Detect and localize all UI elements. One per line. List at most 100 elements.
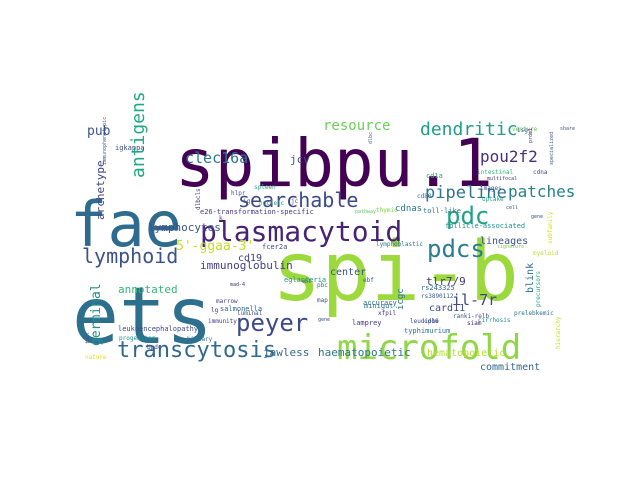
cloud-word: lymphocytes [148,221,221,234]
cloud-word: dlbcls [195,188,202,210]
word-cloud-words: spibpu.1 spi-b ets fae microfold plasmacytoid… [70,91,575,373]
cloud-word: tlr7/9 [426,275,466,288]
cloud-word: fcer2a [262,243,287,251]
cloud-word: pou2f2 [480,147,538,166]
cloud-word: pdc [446,202,489,230]
cloud-word: pbc [317,282,328,289]
cloud-word: searchable [238,188,358,212]
cloud-word: prelebkemic [514,310,554,317]
cloud-word: dendritic [420,119,518,140]
cloud-word: archetype [94,160,107,220]
cloud-word: lymphoblastic [376,241,423,248]
cloud-word: venture [512,126,538,133]
cloud-word: spibpu.1 [175,125,493,202]
cloud-word: il-7r [452,291,497,309]
cloud-word: leudiphe [410,318,439,325]
cloud-word: annotated [118,283,178,296]
cloud-word: biliary [187,336,213,343]
cloud-word: plasmacytoid [200,215,402,248]
cloud-word: e26-transformation-specific [200,208,314,216]
cloud-word: xfpil [378,310,396,317]
cloud-word: salmonella [220,305,262,313]
cloud-word: ets [72,272,213,362]
cloud-word: rs243325 [421,284,455,292]
cloud-word: cd80 [417,193,432,200]
cloud-word: clec16a [185,149,248,167]
cloud-word: minigut [364,302,394,310]
cloud-word: lymphoid [82,244,178,268]
cloud-word: cirrhosis [478,317,511,324]
cloud-word: blink [525,263,536,293]
cloud-word: leukoencephalopathy [118,325,198,333]
cloud-word: specialized [549,132,555,165]
cloud-word: immunity [208,318,237,325]
cloud-word: peyer [236,309,308,337]
cloud-word: resource [323,118,390,134]
cloud-word: signature [497,244,524,250]
cloud-word: bpdc [147,344,162,351]
cloud-word: patches [508,182,575,201]
cloud-word: subfamily [547,211,554,244]
cloud-word: pipeline [425,183,507,203]
cloud-word: cd19 [238,253,262,264]
cloud-word: center [330,267,366,278]
cloud-word: commitment [480,362,540,373]
cloud-word: gene [318,317,330,323]
cloud-word: nucleic [259,200,285,207]
cloud-word: antigens [128,91,149,178]
cloud-word: dlbc [368,132,374,144]
cloud-word: isg [517,127,528,134]
cloud-word: accuracy [363,299,397,307]
cloud-word: images [480,185,502,192]
cloud-word: jcv [290,153,310,166]
cloud-word: typhimurium [404,327,450,335]
cloud-word: cdnas [395,204,422,214]
cloud-word: prdm1 [528,128,534,143]
cloud-word: fae [70,188,182,261]
cloud-word: jawless [263,346,309,359]
cloud-word: pub [87,124,111,139]
cloud-word: haematopoietic [318,346,411,359]
cloud-word: jc [291,198,299,205]
cloud-word: igkappa [115,144,145,152]
cloud-word: eglanteria [284,276,326,284]
cloud-word: pathway [355,209,376,215]
cloud-word: transcytosis [117,338,276,363]
cloud-word: siam [467,320,482,327]
cloud-word: map [317,297,328,304]
cloud-word: cd1a [426,172,443,180]
cloud-word: k [219,215,223,222]
cloud-word: mad-4 [230,282,245,288]
cloud-word: progenitor [119,335,156,342]
cloud-word: multifocal [487,176,517,182]
cloud-word: ebl [302,279,311,285]
cloud-word: myeloid [533,250,559,257]
cloud-word: pdcs [427,235,485,263]
cloud-word: nature [85,354,107,361]
cloud-word: hierarchy [555,316,562,349]
cloud-word: intestinal [477,169,514,176]
cloud-word: rs3890112 [421,293,454,300]
cloud-word: gene [531,214,543,220]
cloud-word: immunoglobulin [200,259,293,272]
cloud-word: ranki-relb [453,313,490,320]
cloud-word: cdna [533,169,548,176]
cloud-word: microfold [337,328,521,368]
cloud-word: precursors [535,270,542,307]
cloud-word: hlpr [231,190,246,197]
cloud-word: icgc [396,288,406,310]
cloud-word: spleen [254,184,276,191]
cloud-word: uptake [482,196,504,203]
cloud-word: ig [243,198,251,205]
cloud-word: germinal [89,283,104,346]
cloud-word: share [560,126,575,132]
cloud-word: cell [506,205,518,211]
cloud-word: card11 [429,303,465,314]
cloud-word: tool [85,332,91,344]
cloud-word: spi-b [272,225,519,320]
cloud-word: 5'-ggaa-3' [176,239,254,254]
cloud-word: ebf [363,277,374,284]
cloud-word: hematopoietic [427,348,505,359]
cloud-word: lg [211,307,219,314]
